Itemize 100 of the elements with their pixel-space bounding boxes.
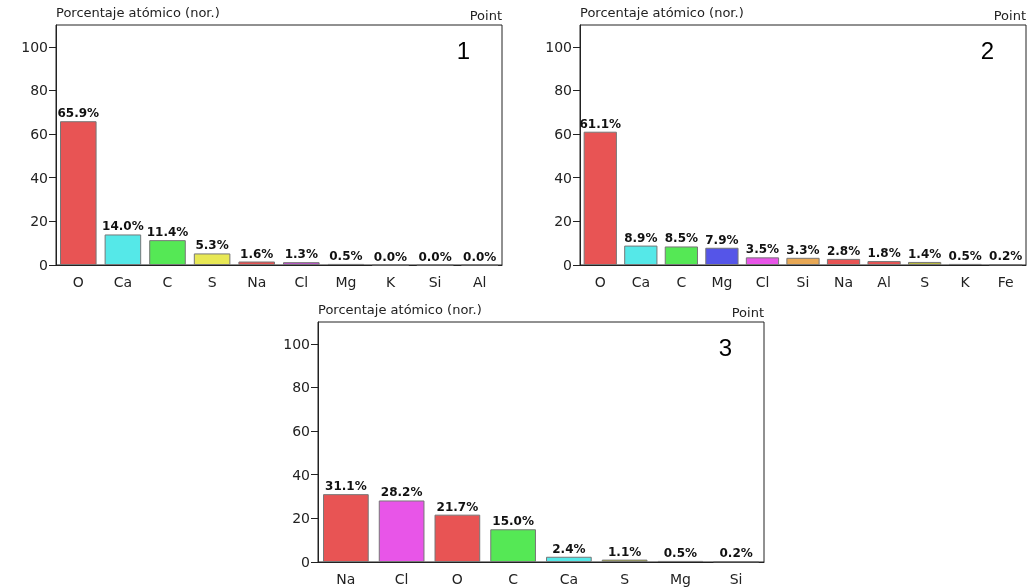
x-tick-label: K xyxy=(960,274,971,290)
y-axis-title: Porcentaje atómico (nor.) xyxy=(56,5,220,20)
x-tick-label: Mg xyxy=(711,274,733,290)
x-tick-label: C xyxy=(508,571,519,587)
data-label: 0.0% xyxy=(463,249,497,264)
data-label: 1.8% xyxy=(867,246,901,261)
bar xyxy=(60,121,97,265)
y-tick-label: 80 xyxy=(30,82,48,99)
data-label: 11.4% xyxy=(146,225,189,240)
data-label: 7.9% xyxy=(705,232,739,247)
x-tick-label: Ca xyxy=(631,274,650,290)
bar xyxy=(664,246,698,265)
data-label: 28.2% xyxy=(380,485,423,500)
data-label: 1.1% xyxy=(607,544,642,559)
y-tick-label: 60 xyxy=(292,423,310,440)
x-tick-label: Na xyxy=(336,571,356,587)
y-tick-label: 20 xyxy=(292,510,310,527)
x-tick-label: Mg xyxy=(335,274,357,290)
data-label: 21.7% xyxy=(436,499,479,514)
x-tick-label: Al xyxy=(472,274,487,290)
y-tick-label: 20 xyxy=(554,213,572,230)
text: Point xyxy=(469,8,502,23)
x-tick-label: Fe xyxy=(997,274,1014,290)
bar xyxy=(705,247,739,265)
y-tick-label: 100 xyxy=(283,335,310,352)
bar xyxy=(745,257,780,265)
x-tick-label: O xyxy=(594,274,606,290)
data-label: 5.3% xyxy=(195,238,229,253)
x-tick-label: K xyxy=(385,274,396,290)
data-label: 0.2% xyxy=(989,249,1023,264)
x-tick-label: S xyxy=(620,571,630,587)
x-tick-label: Cl xyxy=(394,571,409,587)
bar xyxy=(826,258,861,265)
y-tick-label: 40 xyxy=(292,466,310,483)
data-label: 31.1% xyxy=(325,479,367,494)
x-tick-label: Ca xyxy=(559,571,579,587)
bar xyxy=(624,245,658,265)
x-tick-label: O xyxy=(451,571,463,587)
y-tick-label: 60 xyxy=(554,126,572,143)
y-tick-label: 80 xyxy=(554,82,572,99)
y-axis-title: Porcentaje atómico (nor.) xyxy=(318,302,482,317)
data-label: 3.5% xyxy=(745,242,780,257)
y-tick-label: 0 xyxy=(39,257,48,273)
data-label: 8.5% xyxy=(664,231,698,246)
annotation: 1 xyxy=(456,36,471,64)
bar xyxy=(546,556,592,562)
x-tick-label: Si xyxy=(796,274,810,290)
bar xyxy=(490,529,536,562)
x-tick-label: Na xyxy=(247,274,267,290)
text: Point xyxy=(993,8,1026,23)
data-label: 8.9% xyxy=(624,230,658,245)
y-tick-label: 80 xyxy=(292,379,310,396)
data-label: 0.5% xyxy=(663,545,698,560)
x-tick-label: O xyxy=(72,274,84,290)
bar xyxy=(149,240,186,265)
y-tick-label: 100 xyxy=(21,38,48,55)
annotation: 3 xyxy=(718,333,733,361)
data-label: 2.8% xyxy=(826,243,861,258)
data-label: 14.0% xyxy=(102,219,144,234)
x-tick-label: C xyxy=(162,274,173,290)
x-tick-label: Al xyxy=(877,274,891,290)
bar xyxy=(104,234,142,265)
bar xyxy=(908,261,942,265)
data-label: 0.5% xyxy=(329,248,363,263)
data-label: 0.5% xyxy=(948,248,982,263)
bar xyxy=(434,514,481,562)
bar xyxy=(867,261,901,265)
annotation: 2 xyxy=(980,36,995,64)
y-tick-label: 100 xyxy=(545,38,572,55)
y-tick-label: 60 xyxy=(30,126,48,143)
y-tick-label: 0 xyxy=(301,554,310,570)
y-tick-label: 0 xyxy=(563,257,572,273)
data-label: 0.0% xyxy=(373,249,408,264)
data-label: 15.0% xyxy=(492,514,534,529)
y-tick-label: 20 xyxy=(30,213,48,230)
data-label: 1.4% xyxy=(908,246,942,261)
x-tick-label: S xyxy=(920,274,930,290)
x-tick-label: Si xyxy=(729,571,743,587)
x-tick-label: S xyxy=(207,274,217,290)
data-label: 2.4% xyxy=(552,541,586,556)
data-label: 1.3% xyxy=(284,247,318,262)
bar xyxy=(193,253,231,265)
bar xyxy=(238,261,275,265)
bar xyxy=(378,500,425,562)
x-tick-label: Ca xyxy=(113,274,133,290)
bar xyxy=(786,257,820,265)
data-label: 3.3% xyxy=(786,242,820,257)
bar xyxy=(323,494,369,562)
data-label: 0.0% xyxy=(418,249,452,264)
x-tick-label: C xyxy=(676,274,687,290)
data-label: 1.6% xyxy=(240,246,274,261)
text: Point xyxy=(731,305,764,320)
y-tick-label: 40 xyxy=(30,169,48,186)
x-tick-label: Cl xyxy=(294,274,309,290)
x-tick-label: Si xyxy=(428,274,442,290)
bar xyxy=(583,131,617,265)
x-tick-label: Cl xyxy=(755,274,770,290)
y-tick-label: 40 xyxy=(554,169,572,186)
x-tick-label: Na xyxy=(834,274,854,290)
data-label: 0.2% xyxy=(719,546,753,561)
